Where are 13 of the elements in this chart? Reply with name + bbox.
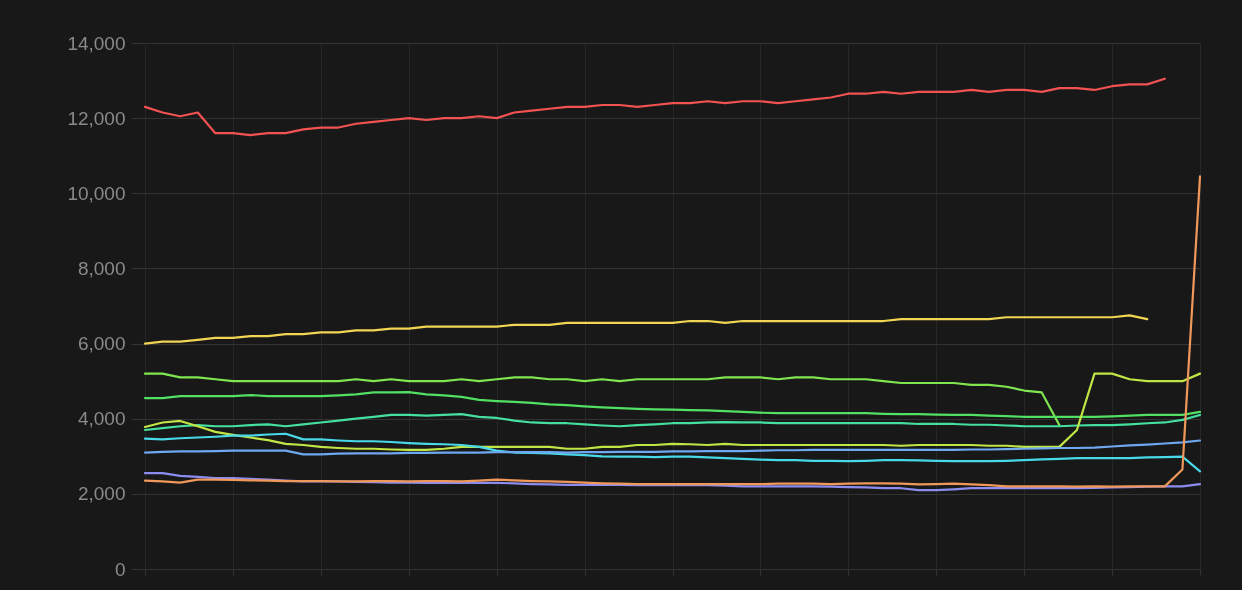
y-tick-label: 12,000 <box>67 107 126 129</box>
line-series <box>143 314 1149 345</box>
y-tick-label: 6,000 <box>77 333 126 355</box>
line-series <box>143 432 1202 473</box>
y-tick-label: 4,000 <box>77 408 126 430</box>
y-tick-label: 8,000 <box>77 257 126 279</box>
line-series <box>143 439 1202 456</box>
line-series <box>143 77 1166 137</box>
y-tick-label: 0 <box>114 558 126 580</box>
y-tick-label: 10,000 <box>67 182 126 204</box>
line-series <box>143 372 1061 427</box>
y-tick-label: 2,000 <box>77 483 126 505</box>
y-tick-label: 14,000 <box>67 32 126 54</box>
